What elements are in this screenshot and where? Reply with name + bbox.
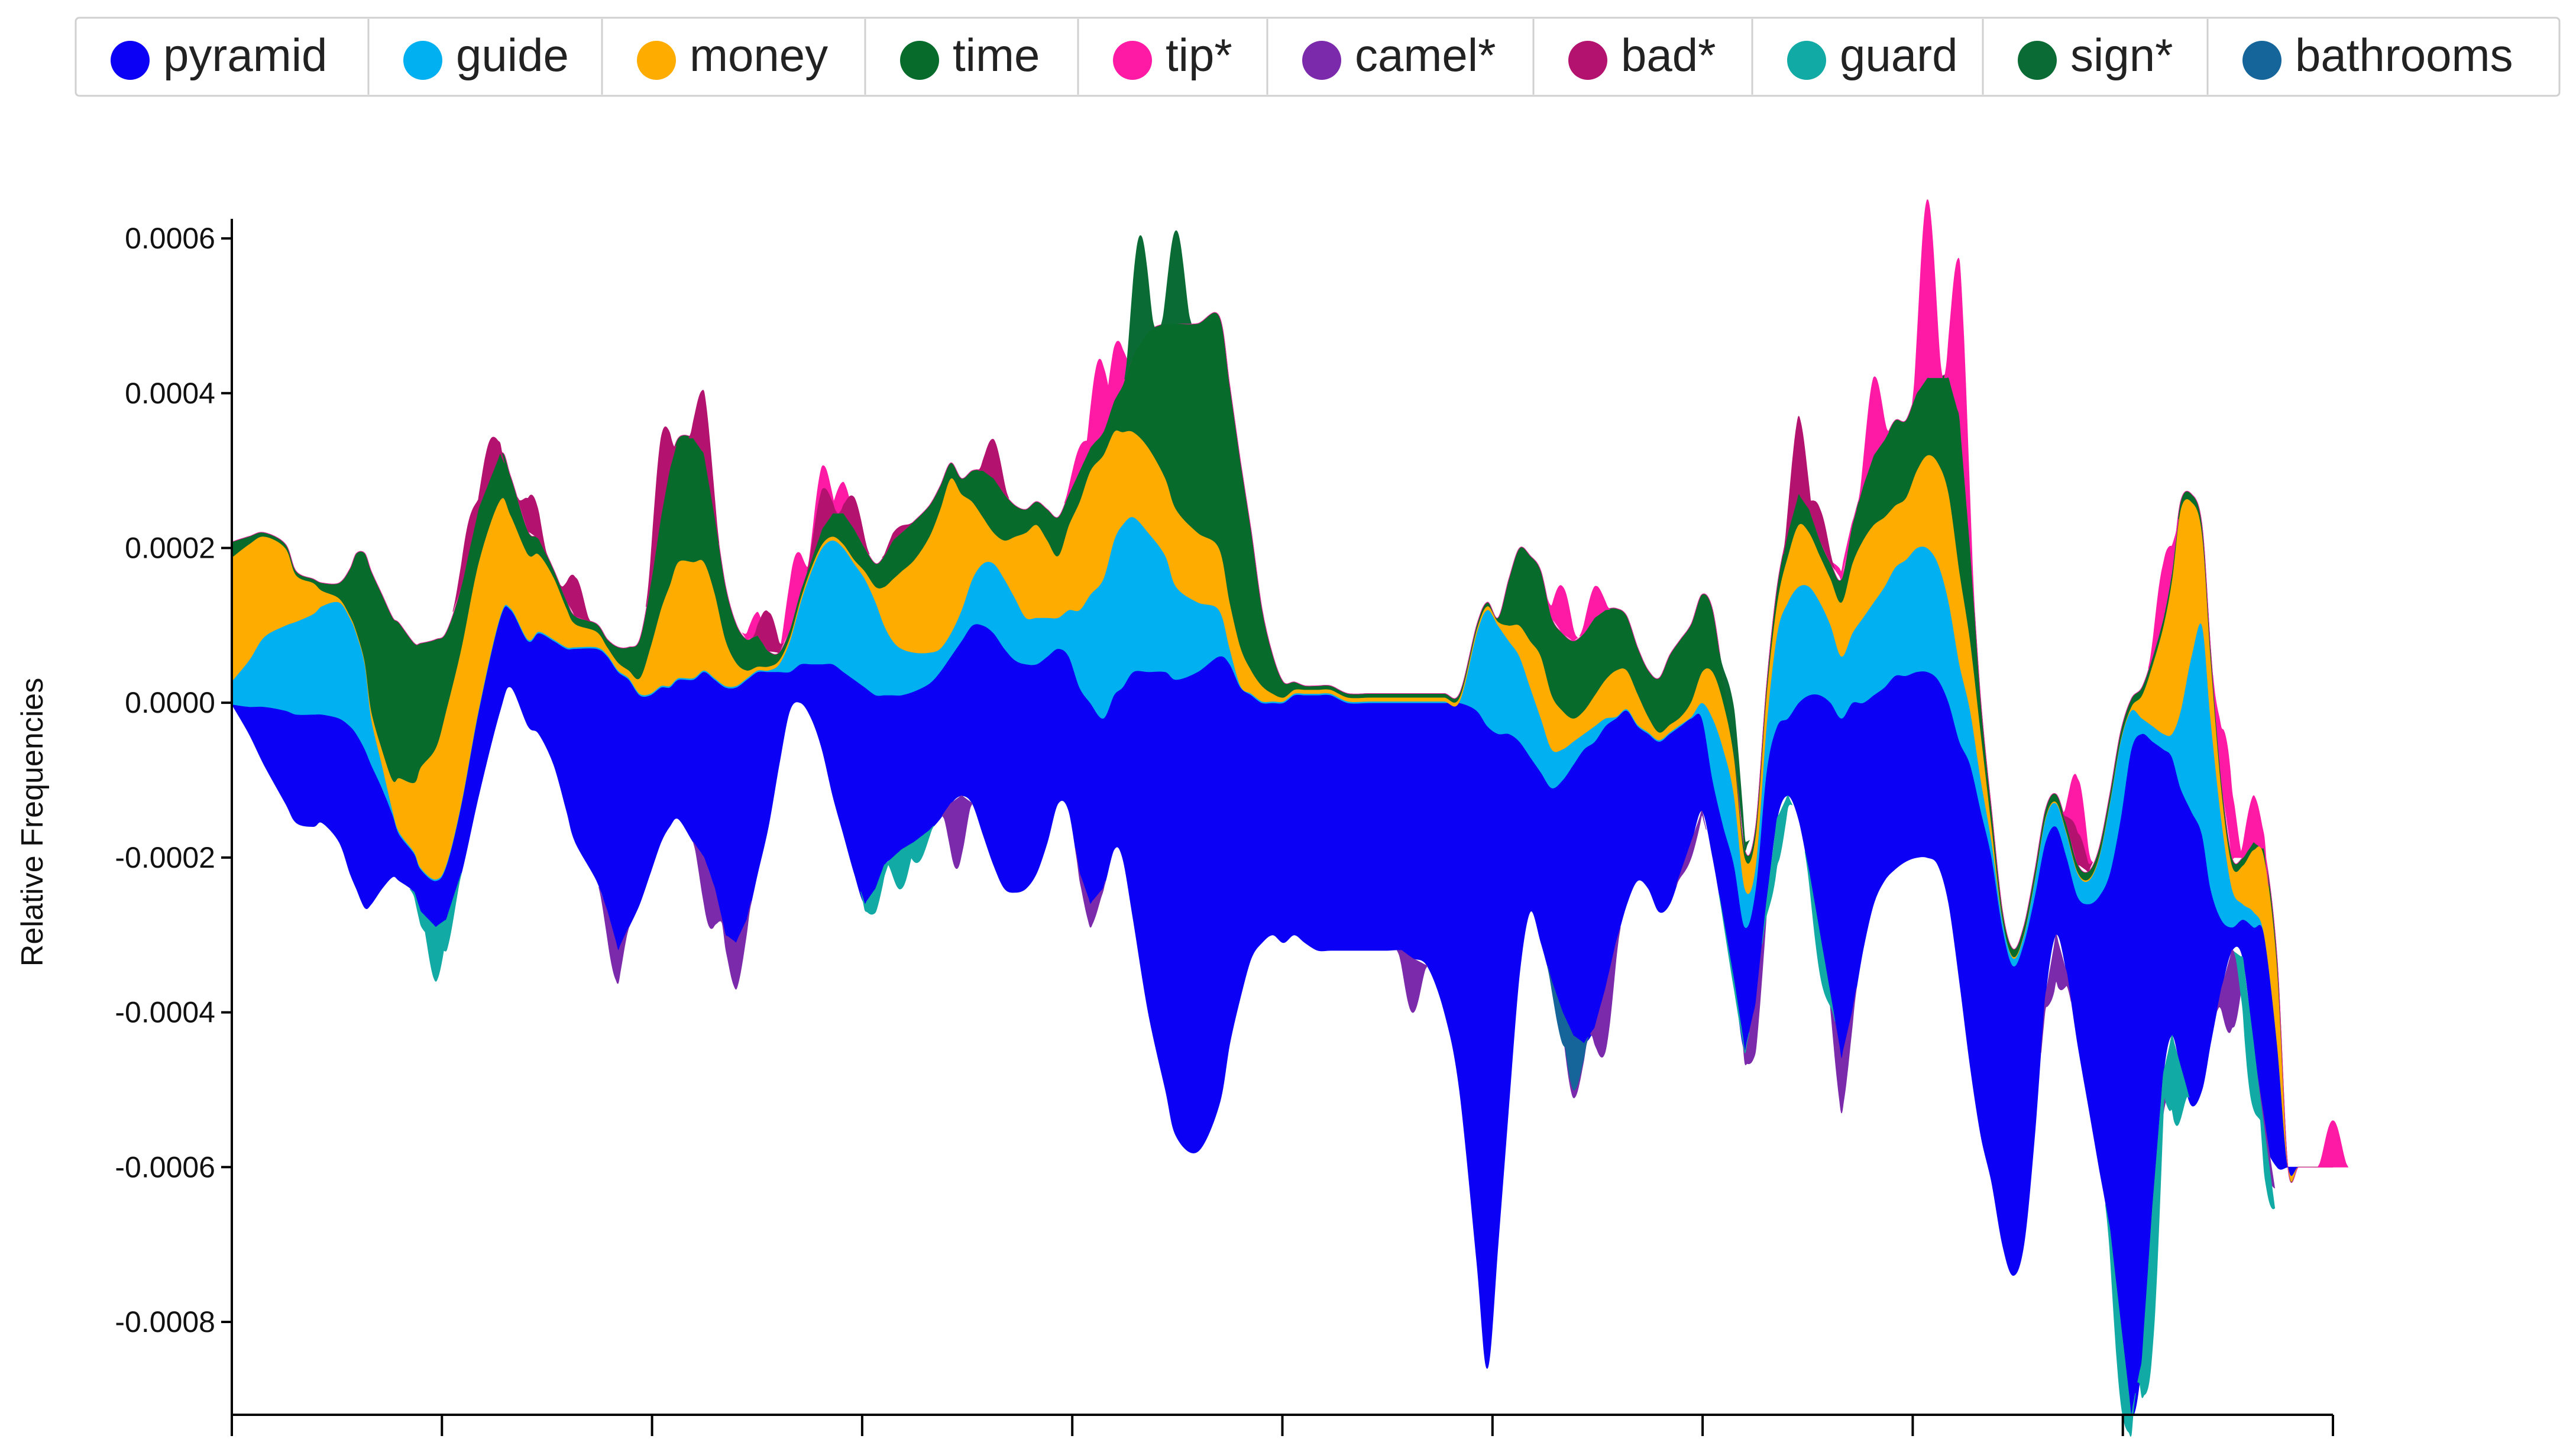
stream-layer-tip-segment <box>2238 795 2269 886</box>
y-tick-label: -0.0006 <box>115 1150 215 1184</box>
stream-layer-guard-segment <box>2158 1035 2190 1127</box>
legend-item-tip[interactable]: tip* <box>1113 29 1232 81</box>
stream-layer-tip-segment <box>1826 509 1857 580</box>
stream-layer-bad-segment <box>978 439 1009 499</box>
stream-layer-bad-segment <box>839 495 870 555</box>
stream-layer-tip-segment <box>1858 376 1889 502</box>
stream-layer-tip-segment <box>2317 1120 2349 1168</box>
legend-swatch <box>1302 41 1341 80</box>
stream-layer-guard-segment <box>1804 851 1836 1022</box>
legend-label: guide <box>456 29 569 81</box>
stream-layer-bad-segment <box>882 522 912 558</box>
legend-item-guard[interactable]: guard <box>1787 29 1958 81</box>
legend-item-bad[interactable]: bad* <box>1568 29 1716 81</box>
stream-layer-bad-segment <box>807 488 838 573</box>
stream-layer-camel-segment <box>1676 810 1707 886</box>
stream-layer-camel-segment <box>721 901 752 990</box>
stream-layer-camel-segment <box>1075 848 1106 928</box>
chart-legend: pyramid guide money time tip* camel* bad* guard… <box>75 17 2561 97</box>
y-tick-label: 0.0004 <box>125 377 215 410</box>
stream-layer-sign-segment <box>1719 651 1750 851</box>
stream-layer-camel-segment <box>1396 950 1428 1013</box>
legend-item-guide[interactable]: guide <box>403 29 569 81</box>
stream-layer-bad-segment <box>559 574 591 622</box>
stream-layer-camel-segment <box>1590 927 1621 1058</box>
y-axis-label: Relative Frequencies <box>15 678 50 966</box>
legend-item-sign[interactable]: sign* <box>2018 29 2173 81</box>
stream-layer-guard-segment <box>902 825 934 864</box>
legend-swatch <box>637 41 676 80</box>
y-tick-label: -0.0004 <box>115 996 215 1029</box>
stream-layer-camel-segment <box>941 795 973 869</box>
legend-label: tip* <box>1166 29 1232 81</box>
y-tick-label: 0.0000 <box>125 686 215 719</box>
stream-layer-sign-segment <box>1124 235 1156 380</box>
legend-swatch <box>1113 41 1152 80</box>
y-tick-label: 0.0002 <box>125 531 215 564</box>
legend-swatch <box>111 41 150 80</box>
stream-layer-sign-segment <box>1160 230 1192 326</box>
stream-layer-camel-segment <box>2040 935 2072 1053</box>
legend-swatch <box>1787 41 1826 80</box>
stream-layer-camel-segment <box>1826 972 1857 1114</box>
legend-item-time[interactable]: time <box>900 29 1040 81</box>
stream-layer-bad-segment <box>474 436 505 528</box>
stream-layer-guard-segment <box>1762 795 1793 945</box>
legend-swatch <box>900 41 939 80</box>
legend-label: guard <box>1840 29 1958 81</box>
legend-swatch <box>2018 41 2057 80</box>
legend-swatch <box>2242 41 2281 80</box>
legend-swatch <box>1568 41 1607 80</box>
y-tick-label: 0.0006 <box>125 222 215 255</box>
stream-layer-pyramid <box>231 606 2333 1417</box>
stream-layer-guard-segment <box>2255 1062 2276 1210</box>
legend-label: money <box>690 29 828 81</box>
legend-label: time <box>953 29 1040 81</box>
stream-layer-tip-segment <box>1579 586 1610 637</box>
stream-layer-bad-segment <box>517 494 548 557</box>
stream-layer-bad-segment <box>1804 500 1836 570</box>
stream-layer-tip-segment <box>1547 585 1578 642</box>
legend-item-money[interactable]: money <box>637 29 828 81</box>
chart-axes: 0.0006 0.0004 0.0002 0.0000 -0.0002 -0.0004 -0… <box>115 219 2334 1436</box>
stream-layer-bad-segment <box>688 390 720 544</box>
stream-layer-camel-segment <box>598 887 629 984</box>
stream-layer-bad-segment <box>752 610 784 654</box>
legend-item-camel[interactable]: camel* <box>1302 29 1496 81</box>
stream-layer-tip-segment <box>1944 258 1975 610</box>
legend-item-pyramid[interactable]: pyramid <box>111 29 327 81</box>
legend-label: pyramid <box>163 29 327 81</box>
legend-label: bathrooms <box>2295 29 2513 81</box>
legend-label: camel* <box>1355 29 1496 81</box>
stream-layer-bathrooms-segment <box>1558 1000 1589 1091</box>
stream-layer-tip-segment <box>2148 519 2179 669</box>
stream-layer-guard-segment <box>431 872 462 952</box>
stream-layer-tip-segment <box>1912 199 1943 405</box>
stream-layer-bad-segment <box>2062 812 2093 872</box>
stream-layer-guard-segment <box>1719 894 1750 1053</box>
y-tick-label: -0.0002 <box>115 841 215 874</box>
legend-swatch <box>403 41 442 80</box>
legend-item-bathrooms[interactable]: bathrooms <box>2242 29 2513 81</box>
stream-layer-bad-segment <box>645 426 677 607</box>
legend-label: sign* <box>2070 29 2173 81</box>
stream-layers <box>231 199 2349 1437</box>
legend-label: bad* <box>1621 29 1716 81</box>
y-tick-label: -0.0008 <box>115 1305 215 1338</box>
stream-layer-guard-segment <box>2105 1204 2136 1437</box>
